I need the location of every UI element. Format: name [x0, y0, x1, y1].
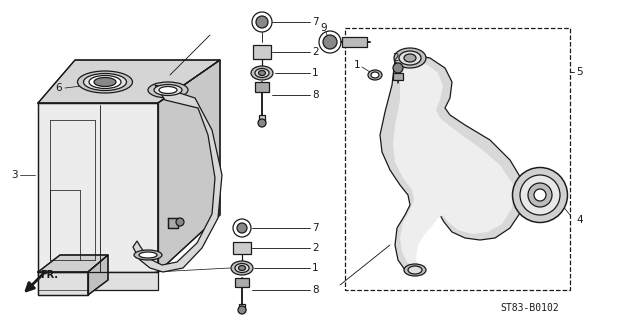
Ellipse shape [534, 189, 546, 201]
Bar [235, 278, 249, 287]
Ellipse shape [528, 183, 552, 207]
Text: 2: 2 [312, 243, 318, 253]
Text: 7: 7 [312, 17, 318, 27]
Ellipse shape [404, 264, 426, 276]
Bar [233, 242, 251, 254]
Text: 6: 6 [55, 83, 62, 93]
Ellipse shape [159, 86, 177, 93]
Ellipse shape [238, 266, 245, 270]
Circle shape [238, 306, 246, 314]
Text: 1: 1 [312, 263, 318, 273]
Bar [345, 28, 570, 290]
Ellipse shape [134, 250, 162, 260]
Bar [255, 82, 269, 92]
Ellipse shape [89, 76, 121, 89]
Bar [239, 304, 245, 311]
Ellipse shape [255, 68, 269, 77]
Ellipse shape [154, 84, 182, 95]
Polygon shape [380, 55, 525, 275]
Text: 4: 4 [576, 215, 583, 225]
Circle shape [393, 63, 403, 73]
Ellipse shape [148, 82, 188, 98]
Polygon shape [38, 255, 108, 272]
Circle shape [237, 223, 247, 233]
Ellipse shape [513, 167, 568, 222]
Text: 2: 2 [312, 47, 318, 57]
Polygon shape [133, 85, 222, 272]
Polygon shape [88, 255, 108, 295]
Circle shape [256, 16, 268, 28]
Text: FR.: FR. [40, 270, 58, 280]
Circle shape [258, 119, 266, 127]
Polygon shape [168, 218, 178, 228]
Bar [393, 73, 403, 80]
Polygon shape [158, 60, 220, 272]
Ellipse shape [251, 66, 273, 80]
Ellipse shape [78, 71, 132, 93]
Text: 1: 1 [354, 60, 360, 70]
Text: 8: 8 [312, 285, 318, 295]
Ellipse shape [404, 54, 416, 62]
Text: ST83-B0102: ST83-B0102 [501, 303, 559, 313]
Polygon shape [38, 103, 158, 272]
Bar [259, 115, 265, 123]
Ellipse shape [399, 51, 421, 65]
Circle shape [323, 35, 337, 49]
Ellipse shape [139, 252, 157, 258]
Ellipse shape [371, 72, 379, 78]
Text: 8: 8 [312, 90, 318, 100]
Ellipse shape [231, 261, 253, 275]
Polygon shape [38, 60, 220, 103]
Ellipse shape [408, 266, 422, 274]
Text: 1: 1 [312, 68, 318, 78]
Ellipse shape [235, 263, 249, 273]
Ellipse shape [259, 70, 266, 76]
Circle shape [176, 218, 184, 226]
Ellipse shape [368, 70, 382, 80]
Ellipse shape [83, 74, 127, 91]
Bar [342, 37, 367, 47]
Text: 3: 3 [11, 170, 18, 180]
Ellipse shape [94, 77, 116, 86]
Bar [253, 45, 271, 59]
Polygon shape [38, 272, 158, 290]
Polygon shape [38, 272, 88, 295]
Text: 7: 7 [312, 223, 318, 233]
Text: 9: 9 [320, 23, 327, 33]
Polygon shape [393, 62, 515, 267]
Ellipse shape [520, 175, 560, 215]
Ellipse shape [394, 48, 426, 68]
Text: 2: 2 [392, 53, 399, 63]
Text: 5: 5 [576, 67, 583, 77]
